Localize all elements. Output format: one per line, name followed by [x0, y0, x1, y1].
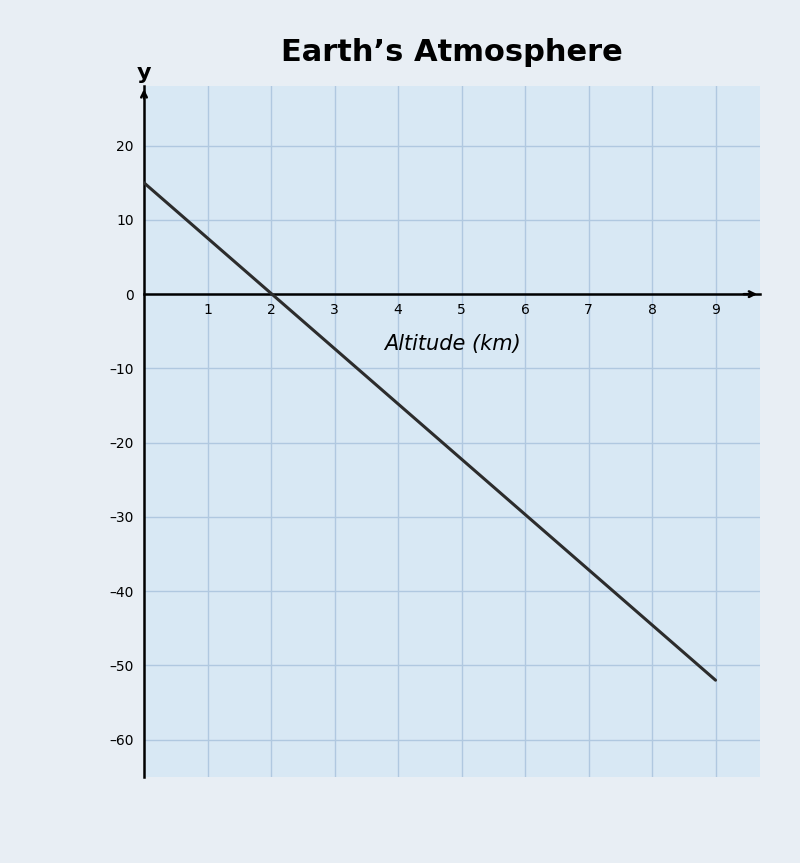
X-axis label: Altitude (km): Altitude (km)	[384, 334, 520, 354]
Text: y: y	[137, 63, 151, 83]
Title: Earth’s Atmosphere: Earth’s Atmosphere	[281, 38, 623, 67]
